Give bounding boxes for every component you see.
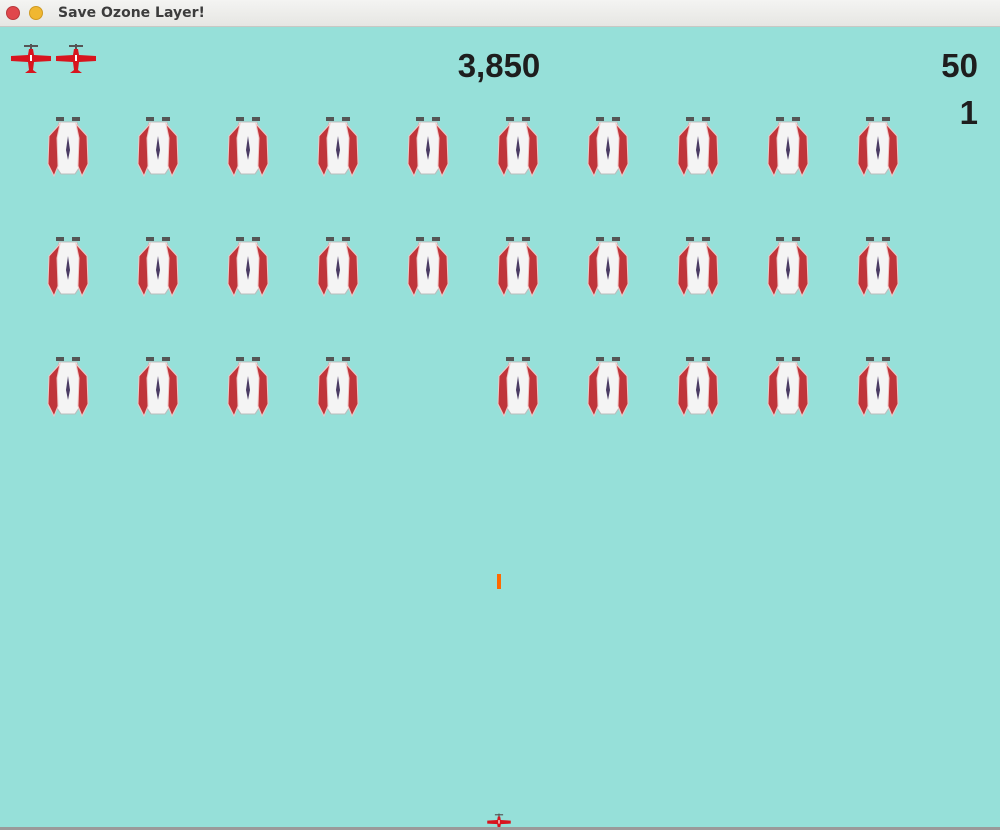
enemy-ship-icon	[586, 236, 630, 298]
top-right-counter: 50	[941, 47, 978, 84]
enemy-ship-icon	[766, 356, 810, 418]
enemy-ship-icon	[766, 116, 810, 178]
enemy-ship-icon	[856, 236, 900, 298]
enemy-ship-icon	[316, 236, 360, 298]
enemy-ship-icon	[676, 236, 720, 298]
enemy-ship-icon	[316, 356, 360, 418]
enemy-ship-icon	[676, 356, 720, 418]
enemy-ship-icon	[496, 236, 540, 298]
enemy-ship-icon	[856, 356, 900, 418]
life-plane-icon	[55, 43, 97, 77]
enemy-ship-icon	[496, 116, 540, 178]
enemy-ship-icon	[226, 356, 270, 418]
window-bottom-edge	[0, 827, 1000, 830]
enemy-ship-icon	[586, 356, 630, 418]
enemy-ship-icon	[406, 116, 450, 178]
enemy-ship-icon	[136, 356, 180, 418]
enemy-ship-icon	[46, 236, 90, 298]
enemy-ship-icon	[136, 116, 180, 178]
window-titlebar: Save Ozone Layer!	[0, 0, 1000, 27]
enemy-ship-icon	[226, 116, 270, 178]
bullet	[497, 574, 501, 589]
enemy-ship-icon	[856, 116, 900, 178]
game-canvas[interactable]: 3,850 50 1	[0, 27, 1000, 827]
enemy-ship-icon	[586, 116, 630, 178]
player-plane-icon	[478, 813, 520, 827]
enemy-ship-icon	[226, 236, 270, 298]
window-title: Save Ozone Layer!	[58, 5, 205, 21]
level-display: 1	[959, 94, 978, 131]
enemy-ship-icon	[46, 356, 90, 418]
life-plane-icon	[10, 43, 52, 77]
enemy-ship-icon	[136, 236, 180, 298]
enemy-ship-icon	[676, 116, 720, 178]
enemy-ship-icon	[766, 236, 810, 298]
minimize-button[interactable]	[29, 6, 43, 20]
score-display: 3,850	[457, 47, 541, 84]
close-button[interactable]	[6, 6, 20, 20]
enemy-ship-icon	[496, 356, 540, 418]
enemy-ship-icon	[46, 116, 90, 178]
enemy-ship-icon	[406, 236, 450, 298]
enemy-ship-icon	[316, 116, 360, 178]
